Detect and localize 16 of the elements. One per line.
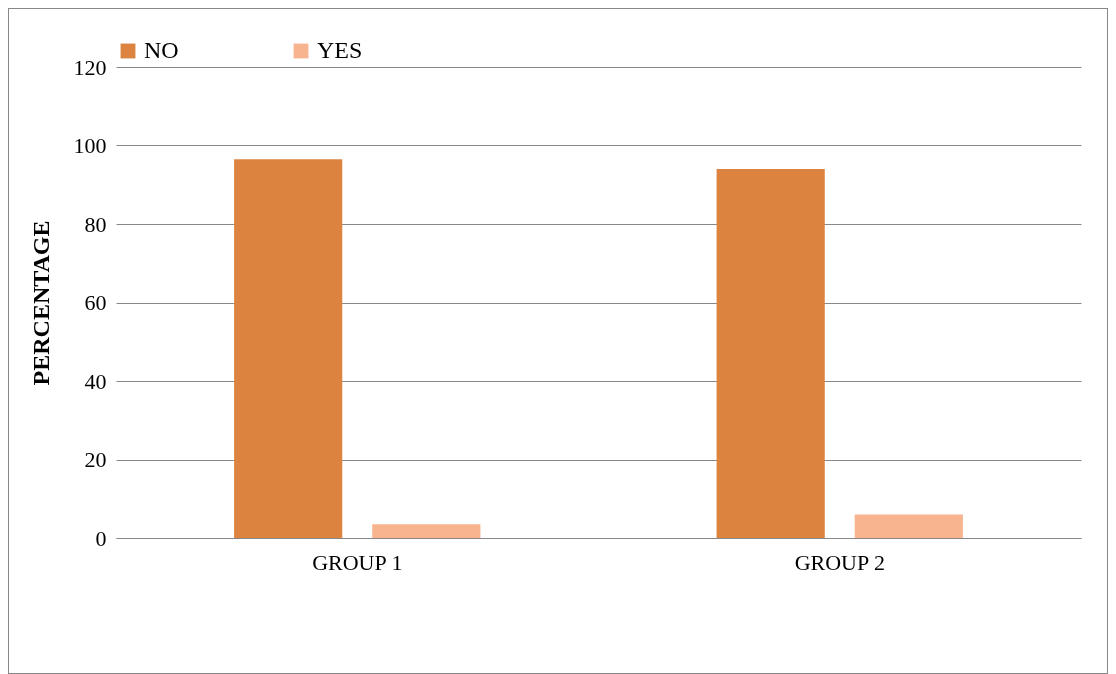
legend-label: NO xyxy=(144,37,179,63)
bar xyxy=(854,514,963,538)
y-tick-label: 40 xyxy=(84,368,107,394)
y-tick-label: 0 xyxy=(95,525,107,551)
bar xyxy=(372,524,481,538)
x-tick-label: GROUP 1 xyxy=(312,549,403,575)
bar xyxy=(234,159,343,538)
legend-label: YES xyxy=(317,37,363,63)
bar xyxy=(716,169,825,538)
y-tick-label: 120 xyxy=(73,54,107,80)
y-tick-label: 100 xyxy=(73,133,107,158)
y-tick-label: 20 xyxy=(84,447,107,472)
y-tick-label: 60 xyxy=(84,290,107,315)
y-axis-title: PERCENTAGE xyxy=(27,220,54,386)
y-tick-label: 80 xyxy=(84,211,107,237)
x-tick-label: GROUP 2 xyxy=(794,549,885,575)
